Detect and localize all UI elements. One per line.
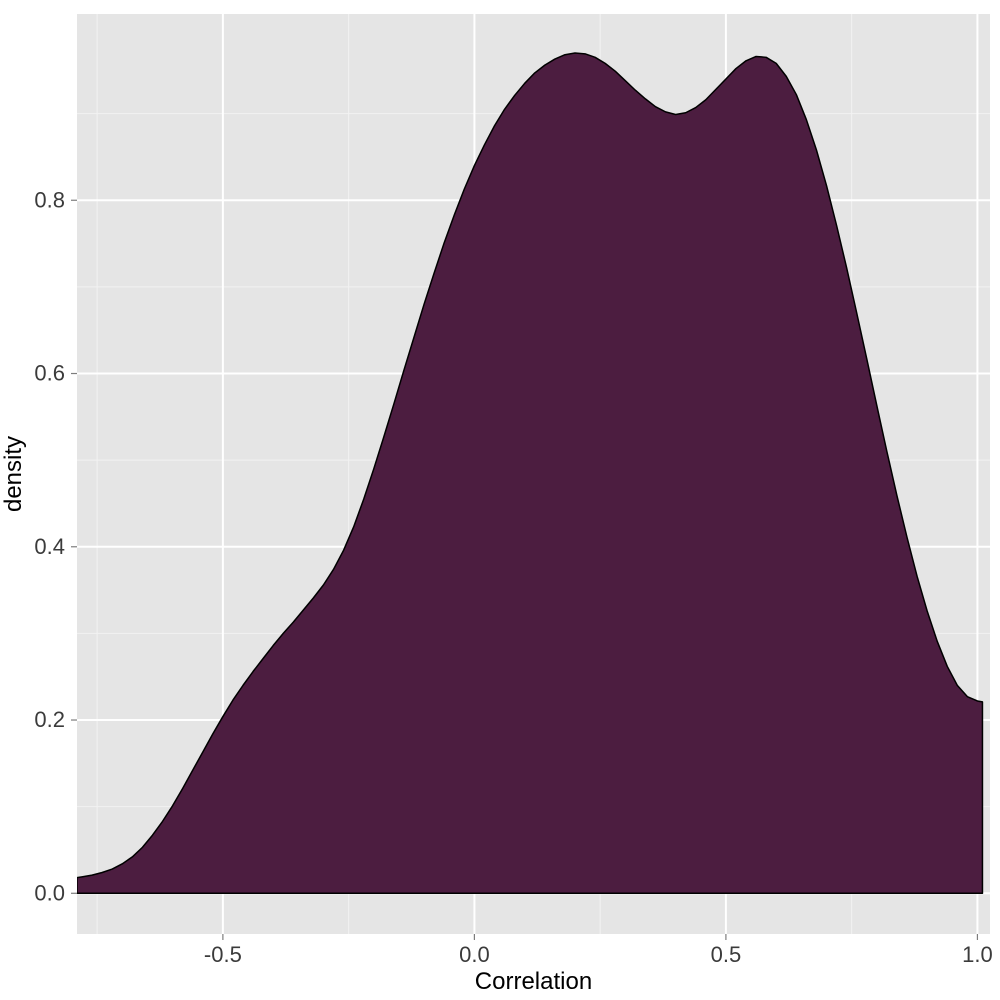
y-tick-label: 0.4: [34, 534, 65, 559]
x-tick-label: 0.5: [711, 942, 742, 967]
x-tick-label: 0.0: [459, 942, 490, 967]
y-tick-label: 0.6: [34, 361, 65, 386]
x-tick-label: 1.0: [962, 942, 993, 967]
x-axis-title: Correlation: [475, 968, 592, 995]
y-tick-label: 0.0: [34, 880, 65, 905]
y-tick-label: 0.8: [34, 187, 65, 212]
y-axis-title: density: [0, 436, 27, 512]
density-chart: -0.5 0.0 0.5 1.0 0.0 0.2 0.4 0.6 0.8 Correlation d…: [0, 0, 1000, 1000]
x-tick-label: -0.5: [204, 942, 242, 967]
chart-svg: -0.5 0.0 0.5 1.0 0.0 0.2 0.4 0.6 0.8 Correlation d…: [0, 0, 1000, 1000]
y-tick-label: 0.2: [34, 707, 65, 732]
